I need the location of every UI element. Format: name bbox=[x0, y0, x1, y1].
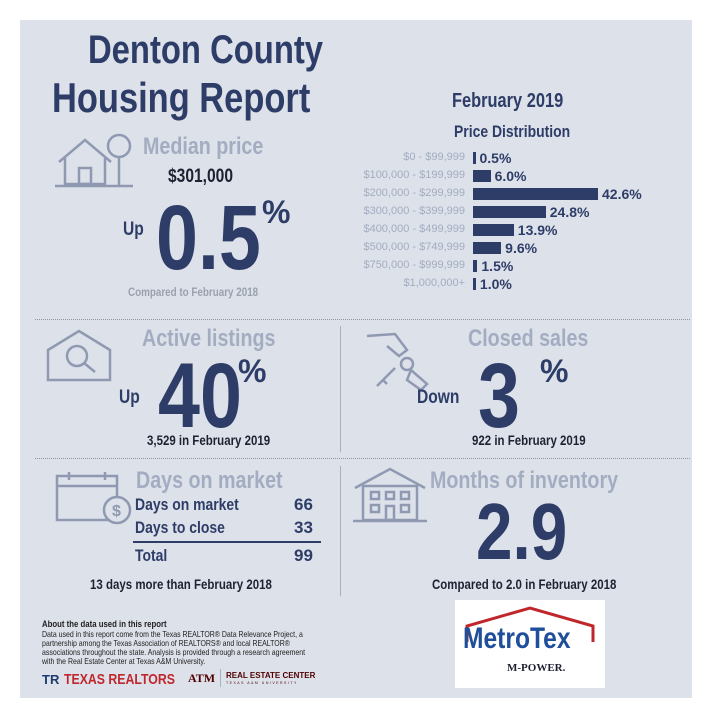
closed-change-unit: % bbox=[540, 353, 569, 389]
texas-realtors-mark-icon: TR bbox=[42, 672, 60, 687]
house-tree-icon bbox=[55, 133, 133, 188]
dom-row-value: 66 bbox=[294, 495, 313, 514]
months-comparison: Compared to 2.0 in February 2018 bbox=[432, 576, 617, 592]
metrotex-logo: MetroTex M-POWER. bbox=[455, 600, 605, 688]
house-search-icon bbox=[46, 329, 112, 382]
closed-direction: Down bbox=[417, 387, 460, 408]
bar-value-label: 24.8% bbox=[549, 204, 590, 220]
active-change-unit: % bbox=[238, 353, 267, 389]
metrotex-name: MetroTex bbox=[463, 622, 571, 655]
total-value: 99 bbox=[294, 546, 313, 565]
period-label: February 2019 bbox=[452, 90, 564, 112]
divider bbox=[35, 458, 690, 459]
median-price-value: $301,000 bbox=[168, 166, 233, 187]
bar-value-label: 42.6% bbox=[602, 186, 642, 202]
dom-comparison: 13 days more than February 2018 bbox=[90, 576, 272, 592]
footer-line: Data used in this report come from the T… bbox=[42, 629, 303, 639]
months-inventory-value: 2.9 bbox=[476, 487, 568, 576]
footer-line: associations throughout the state. Analy… bbox=[42, 647, 306, 657]
closed-change: 3 bbox=[478, 345, 520, 447]
divider bbox=[220, 669, 221, 687]
footer-line: with the Real Estate Center at Texas A&M… bbox=[42, 656, 206, 666]
bar bbox=[473, 152, 476, 164]
median-change: 0.5 bbox=[156, 187, 261, 289]
bar bbox=[473, 260, 478, 272]
bar-value-label: 9.6% bbox=[505, 240, 538, 256]
bar-value-label: 0.5% bbox=[479, 150, 512, 166]
bar bbox=[473, 224, 514, 236]
total-rule bbox=[133, 541, 321, 543]
bar-category-label: $500,000 - $749,999 bbox=[363, 241, 465, 253]
building-icon bbox=[353, 467, 427, 523]
total-label: Total bbox=[135, 546, 168, 565]
median-change-unit: % bbox=[262, 194, 291, 230]
roof-icon bbox=[465, 606, 595, 642]
rec-logo: REAL ESTATE CENTER bbox=[226, 671, 316, 680]
active-change: 40 bbox=[158, 345, 242, 447]
bar-value-label: 1.5% bbox=[481, 258, 514, 274]
calendar-dollar-icon: $ bbox=[55, 472, 132, 525]
divider bbox=[340, 466, 341, 596]
title-line1: Denton County bbox=[88, 28, 324, 72]
divider bbox=[340, 326, 341, 452]
bar-category-label: $100,000 - $199,999 bbox=[363, 169, 465, 181]
bar-category-label: $300,000 - $399,999 bbox=[363, 205, 465, 217]
bar bbox=[473, 206, 546, 218]
median-direction: Up bbox=[123, 219, 144, 240]
active-direction: Up bbox=[119, 387, 140, 408]
dom-row-label: Days on market bbox=[135, 495, 239, 514]
active-listings-title: Active listings bbox=[142, 325, 276, 352]
report-background bbox=[20, 20, 692, 698]
bar bbox=[473, 188, 598, 200]
bar-category-label: $400,000 - $499,999 bbox=[363, 223, 465, 235]
bar-category-label: $1,000,000+ bbox=[403, 277, 465, 289]
bar-value-label: 6.0% bbox=[494, 168, 527, 184]
bar-value-label: 1.0% bbox=[479, 276, 512, 292]
metrotex-tagline: M-POWER. bbox=[507, 662, 566, 674]
svg-text:$: $ bbox=[112, 503, 121, 520]
rec-logo-sub: TEXAS A&M UNIVERSITY bbox=[226, 681, 298, 685]
closed-detail: 922 in February 2019 bbox=[472, 432, 586, 448]
hand-keys-icon bbox=[366, 332, 429, 392]
closed-sales-title: Closed sales bbox=[468, 325, 589, 352]
chart-title: Price Distribution bbox=[454, 122, 571, 141]
bar bbox=[473, 278, 476, 290]
bar-category-label: $200,000 - $299,999 bbox=[363, 187, 465, 199]
texas-realtors-logo: TEXAS REALTORS bbox=[64, 671, 175, 688]
bar bbox=[473, 242, 502, 254]
footer-line: partnership among the Texas Association … bbox=[42, 638, 290, 648]
median-price-title: Median price bbox=[143, 133, 264, 160]
title-line2: Housing Report bbox=[52, 74, 311, 121]
median-comparison: Compared to February 2018 bbox=[128, 285, 259, 299]
divider bbox=[35, 319, 690, 320]
days-on-market-title: Days on market bbox=[136, 467, 283, 494]
active-detail: 3,529 in February 2019 bbox=[147, 432, 271, 448]
bar-category-label: $750,000 - $999,999 bbox=[363, 259, 465, 271]
tamu-logo: ATM bbox=[188, 671, 216, 685]
months-inventory-title: Months of inventory bbox=[430, 467, 619, 494]
dtc-row-label: Days to close bbox=[135, 518, 225, 537]
bar-value-label: 13.9% bbox=[517, 222, 558, 238]
bar-category-label: $0 - $99,999 bbox=[403, 151, 465, 163]
footer-heading: About the data used in this report bbox=[42, 619, 167, 630]
bar bbox=[473, 170, 491, 182]
dtc-row-value: 33 bbox=[294, 518, 313, 537]
